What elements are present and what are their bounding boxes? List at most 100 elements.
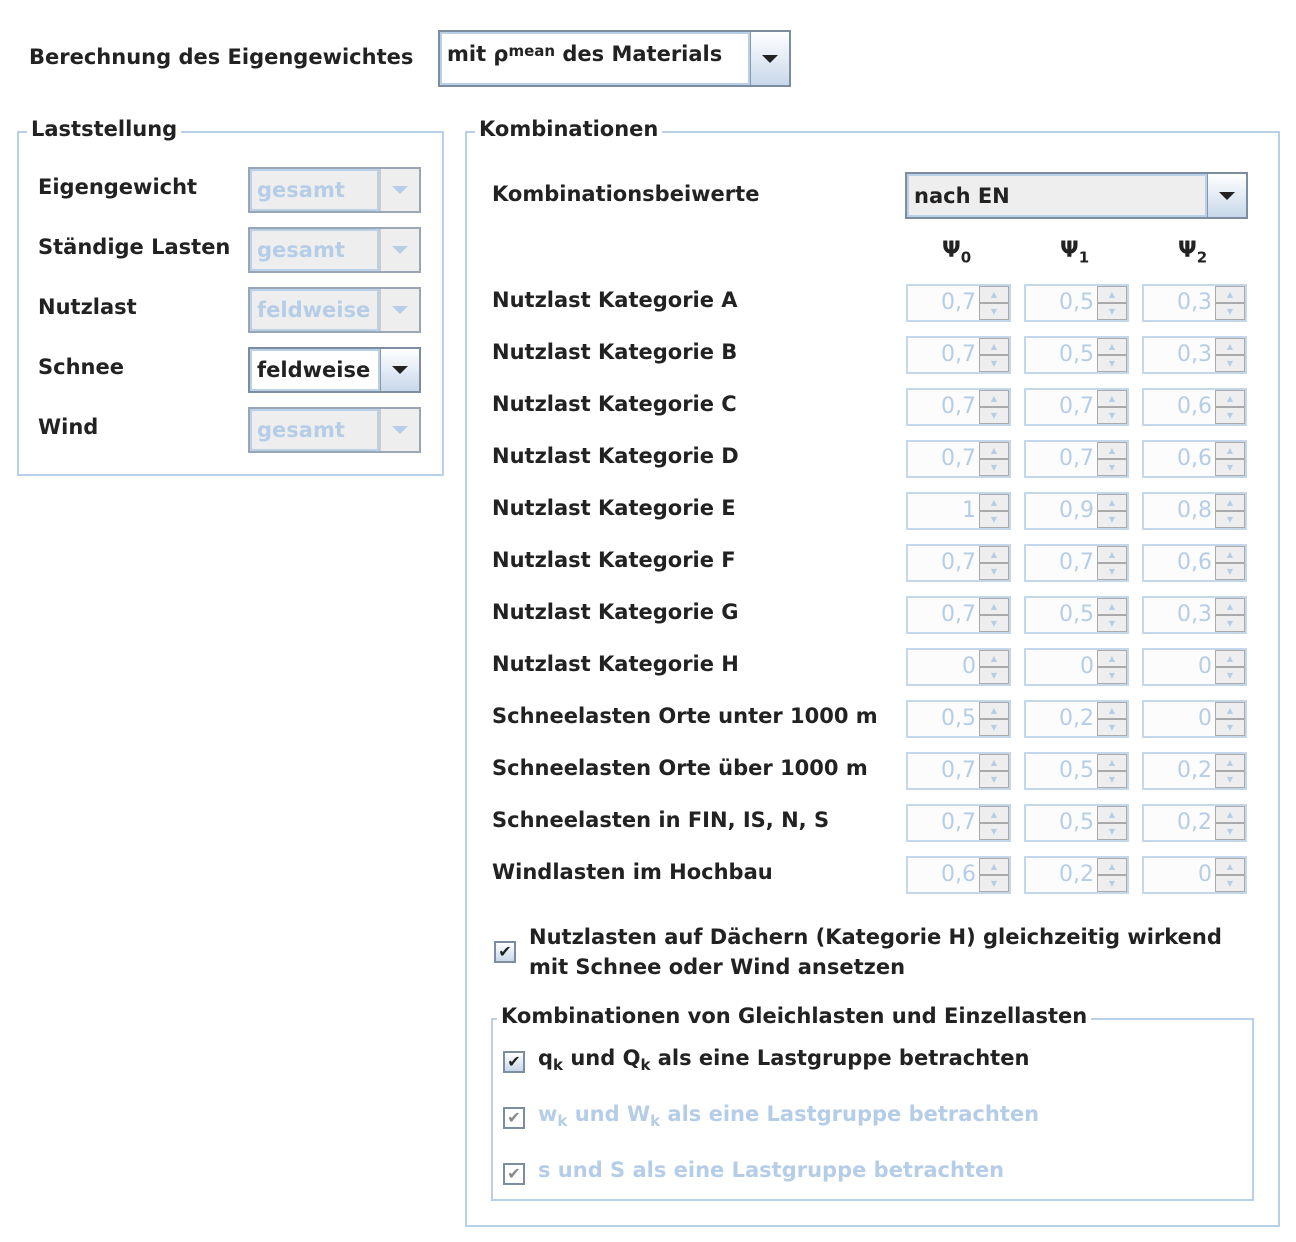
spinner-down-icon[interactable]: ▼ xyxy=(979,511,1009,528)
psi-spinner[interactable]: 0,5 ▲ ▼ xyxy=(906,700,1011,738)
spinner-down-icon[interactable]: ▼ xyxy=(979,771,1009,788)
spinner-up-icon[interactable]: ▲ xyxy=(1215,442,1245,459)
spinner-up-icon[interactable]: ▲ xyxy=(1215,858,1245,875)
psi-spinner[interactable]: 0 ▲ ▼ xyxy=(1024,648,1129,686)
psi-spinner[interactable]: 0,5 ▲ ▼ xyxy=(1024,804,1129,842)
spinner-down-icon[interactable]: ▼ xyxy=(979,459,1009,476)
spinner-down-icon[interactable]: ▼ xyxy=(979,667,1009,684)
spinner-value[interactable]: 0,7 xyxy=(1026,390,1097,424)
psi-spinner[interactable]: 0,2 ▲ ▼ xyxy=(1024,856,1129,894)
chevron-down-icon[interactable] xyxy=(379,229,419,271)
psi-spinner[interactable]: 0 ▲ ▼ xyxy=(1142,856,1247,894)
spinner-down-icon[interactable]: ▼ xyxy=(1215,615,1245,632)
spinner-up-icon[interactable]: ▲ xyxy=(979,494,1009,511)
spinner-up-icon[interactable]: ▲ xyxy=(1097,650,1127,667)
laststellung-dropdown[interactable]: feldweise xyxy=(248,347,421,393)
spinner-value[interactable]: 0,7 xyxy=(908,546,979,580)
spinner-value[interactable]: 0,8 xyxy=(1144,494,1215,528)
psi-spinner[interactable]: 0,2 ▲ ▼ xyxy=(1142,752,1247,790)
spinner-up-icon[interactable]: ▲ xyxy=(1215,702,1245,719)
psi-spinner[interactable]: 0,7 ▲ ▼ xyxy=(906,388,1011,426)
chevron-down-icon[interactable] xyxy=(750,32,789,85)
psi-spinner[interactable]: 0,7 ▲ ▼ xyxy=(906,804,1011,842)
psi-spinner[interactable]: 0,7 ▲ ▼ xyxy=(906,596,1011,634)
spinner-down-icon[interactable]: ▼ xyxy=(979,875,1009,892)
psi-spinner[interactable]: 0,5 ▲ ▼ xyxy=(1024,284,1129,322)
spinner-up-icon[interactable]: ▲ xyxy=(1097,546,1127,563)
spinner-value[interactable]: 0,2 xyxy=(1026,702,1097,736)
spinner-value[interactable]: 0,6 xyxy=(1144,546,1215,580)
spinner-value[interactable]: 0,5 xyxy=(908,702,979,736)
spinner-down-icon[interactable]: ▼ xyxy=(1097,459,1127,476)
psi-spinner[interactable]: 0,5 ▲ ▼ xyxy=(1024,752,1129,790)
lastgruppe-checkbox[interactable]: ✔ xyxy=(503,1107,525,1129)
spinner-up-icon[interactable]: ▲ xyxy=(979,338,1009,355)
psi-spinner[interactable]: 0,8 ▲ ▼ xyxy=(1142,492,1247,530)
spinner-up-icon[interactable]: ▲ xyxy=(1097,754,1127,771)
psi-spinner[interactable]: 0,2 ▲ ▼ xyxy=(1024,700,1129,738)
spinner-up-icon[interactable]: ▲ xyxy=(1097,806,1127,823)
psi-spinner[interactable]: 1 ▲ ▼ xyxy=(906,492,1011,530)
spinner-down-icon[interactable]: ▼ xyxy=(979,407,1009,424)
spinner-value[interactable]: 0,5 xyxy=(1026,286,1097,320)
spinner-up-icon[interactable]: ▲ xyxy=(979,650,1009,667)
spinner-up-icon[interactable]: ▲ xyxy=(1215,650,1245,667)
spinner-down-icon[interactable]: ▼ xyxy=(1215,459,1245,476)
spinner-down-icon[interactable]: ▼ xyxy=(1097,563,1127,580)
spinner-value[interactable]: 0 xyxy=(908,650,979,684)
spinner-value[interactable]: 0,7 xyxy=(908,338,979,372)
spinner-down-icon[interactable]: ▼ xyxy=(979,563,1009,580)
chevron-down-icon[interactable] xyxy=(1207,174,1246,217)
spinner-up-icon[interactable]: ▲ xyxy=(1215,806,1245,823)
spinner-up-icon[interactable]: ▲ xyxy=(1097,286,1127,303)
psi-spinner[interactable]: 0,7 ▲ ▼ xyxy=(1024,544,1129,582)
spinner-value[interactable]: 0,7 xyxy=(908,286,979,320)
psi-spinner[interactable]: 0 ▲ ▼ xyxy=(906,648,1011,686)
psi-spinner[interactable]: 0,7 ▲ ▼ xyxy=(906,752,1011,790)
spinner-up-icon[interactable]: ▲ xyxy=(1215,286,1245,303)
psi-spinner[interactable]: 0,6 ▲ ▼ xyxy=(1142,544,1247,582)
spinner-down-icon[interactable]: ▼ xyxy=(979,303,1009,320)
spinner-up-icon[interactable]: ▲ xyxy=(979,702,1009,719)
spinner-value[interactable]: 0,2 xyxy=(1144,806,1215,840)
psi-spinner[interactable]: 0,5 ▲ ▼ xyxy=(1024,596,1129,634)
psi-spinner[interactable]: 0,6 ▲ ▼ xyxy=(906,856,1011,894)
spinner-down-icon[interactable]: ▼ xyxy=(1097,511,1127,528)
spinner-down-icon[interactable]: ▼ xyxy=(1097,303,1127,320)
laststellung-dropdown[interactable]: gesamt xyxy=(248,167,421,213)
spinner-down-icon[interactable]: ▼ xyxy=(979,355,1009,372)
psi-spinner[interactable]: 0,7 ▲ ▼ xyxy=(1024,440,1129,478)
psi-spinner[interactable]: 0 ▲ ▼ xyxy=(1142,648,1247,686)
spinner-down-icon[interactable]: ▼ xyxy=(1215,511,1245,528)
laststellung-dropdown[interactable]: gesamt xyxy=(248,227,421,273)
psi-spinner[interactable]: 0,7 ▲ ▼ xyxy=(906,336,1011,374)
spinner-down-icon[interactable]: ▼ xyxy=(1097,875,1127,892)
psi-spinner[interactable]: 0,5 ▲ ▼ xyxy=(1024,336,1129,374)
spinner-up-icon[interactable]: ▲ xyxy=(979,806,1009,823)
spinner-up-icon[interactable]: ▲ xyxy=(1097,494,1127,511)
chevron-down-icon[interactable] xyxy=(379,169,419,211)
spinner-value[interactable]: 0,7 xyxy=(908,806,979,840)
spinner-value[interactable]: 0,9 xyxy=(1026,494,1097,528)
spinner-value[interactable]: 0,7 xyxy=(1026,442,1097,476)
chevron-down-icon[interactable] xyxy=(380,349,419,391)
psi-spinner[interactable]: 0,9 ▲ ▼ xyxy=(1024,492,1129,530)
spinner-value[interactable]: 0,6 xyxy=(1144,390,1215,424)
chevron-down-icon[interactable] xyxy=(379,289,419,331)
roof-checkbox[interactable]: ✔ xyxy=(494,941,516,963)
spinner-up-icon[interactable]: ▲ xyxy=(1215,494,1245,511)
spinner-value[interactable]: 0,6 xyxy=(908,858,979,892)
spinner-value[interactable]: 0,6 xyxy=(1144,442,1215,476)
spinner-down-icon[interactable]: ▼ xyxy=(1215,355,1245,372)
psi-spinner[interactable]: 0,7 ▲ ▼ xyxy=(1024,388,1129,426)
spinner-down-icon[interactable]: ▼ xyxy=(1097,823,1127,840)
spinner-down-icon[interactable]: ▼ xyxy=(1215,719,1245,736)
spinner-value[interactable]: 0 xyxy=(1144,650,1215,684)
spinner-value[interactable]: 0,3 xyxy=(1144,286,1215,320)
spinner-down-icon[interactable]: ▼ xyxy=(1215,875,1245,892)
spinner-value[interactable]: 0,7 xyxy=(908,442,979,476)
spinner-value[interactable]: 0,7 xyxy=(908,754,979,788)
spinner-up-icon[interactable]: ▲ xyxy=(979,286,1009,303)
spinner-value[interactable]: 0,5 xyxy=(1026,754,1097,788)
spinner-down-icon[interactable]: ▼ xyxy=(1097,771,1127,788)
